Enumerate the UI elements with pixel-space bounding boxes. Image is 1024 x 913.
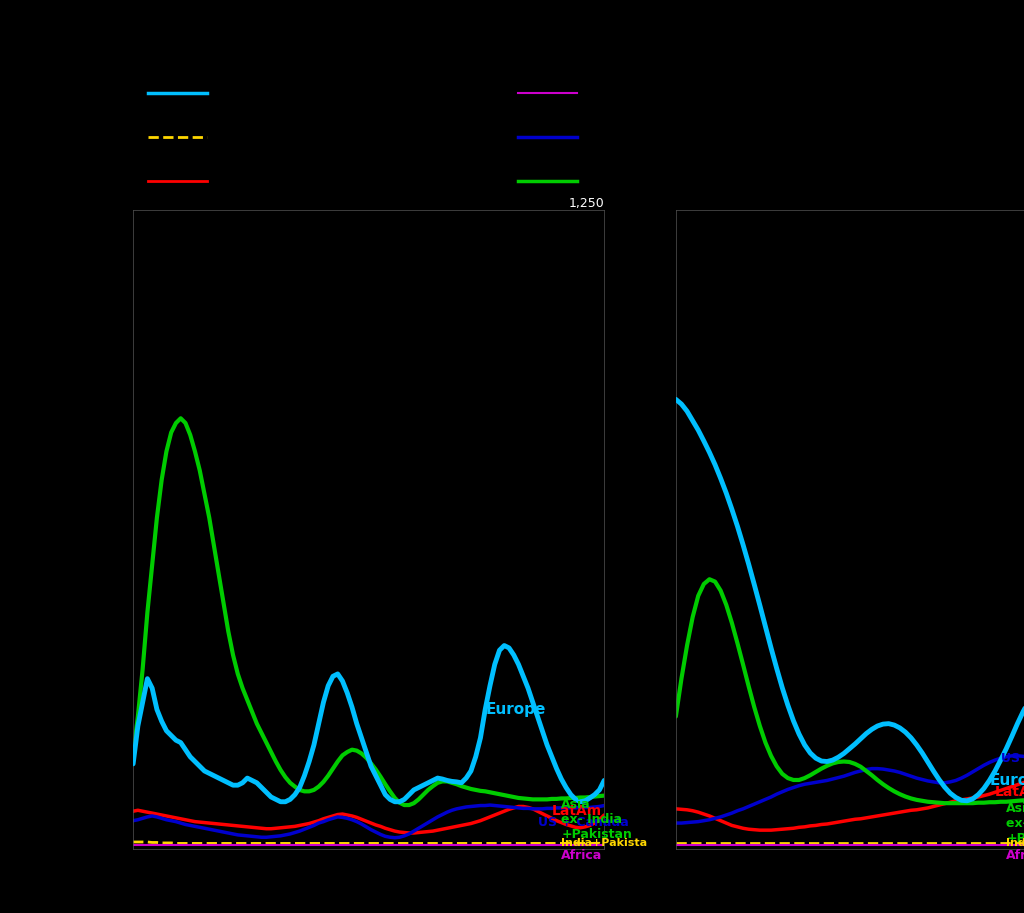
Text: Pakistan + India + Bangladesh: Pakistan + India + Bangladesh (222, 131, 416, 143)
Text: 1,250: 1,250 (568, 197, 604, 210)
Text: Asia ex-Pakistan + India + Bangladesh: Asia ex-Pakistan + India + Bangladesh (592, 174, 836, 187)
Text: US + Canada: US + Canada (538, 816, 629, 829)
Text: LatAm: LatAm (995, 785, 1024, 799)
Text: Asia
ex- India
+Pakistan: Asia ex- India +Pakistan (561, 799, 632, 842)
Text: US + Canada: US + Canada (592, 131, 676, 143)
Text: LatAm: LatAm (552, 804, 602, 818)
Text: Asia
ex- India
+Pakistan: Asia ex- India +Pakistan (1007, 802, 1024, 845)
Text: Africa: Africa (1007, 849, 1024, 862)
Text: Europe: Europe (989, 773, 1024, 788)
Text: Europe: Europe (485, 702, 546, 717)
Text: Latin America: Latin America (222, 174, 308, 187)
Text: Europe: Europe (222, 87, 266, 100)
Text: India+Pakistan: India+Pakistan (1007, 838, 1024, 848)
Text: India+Pakista: India+Pakista (561, 838, 647, 848)
Text: Africa: Africa (561, 849, 602, 862)
Text: US + Canada: US + Canada (1000, 751, 1024, 765)
Text: Africa: Africa (592, 87, 628, 100)
